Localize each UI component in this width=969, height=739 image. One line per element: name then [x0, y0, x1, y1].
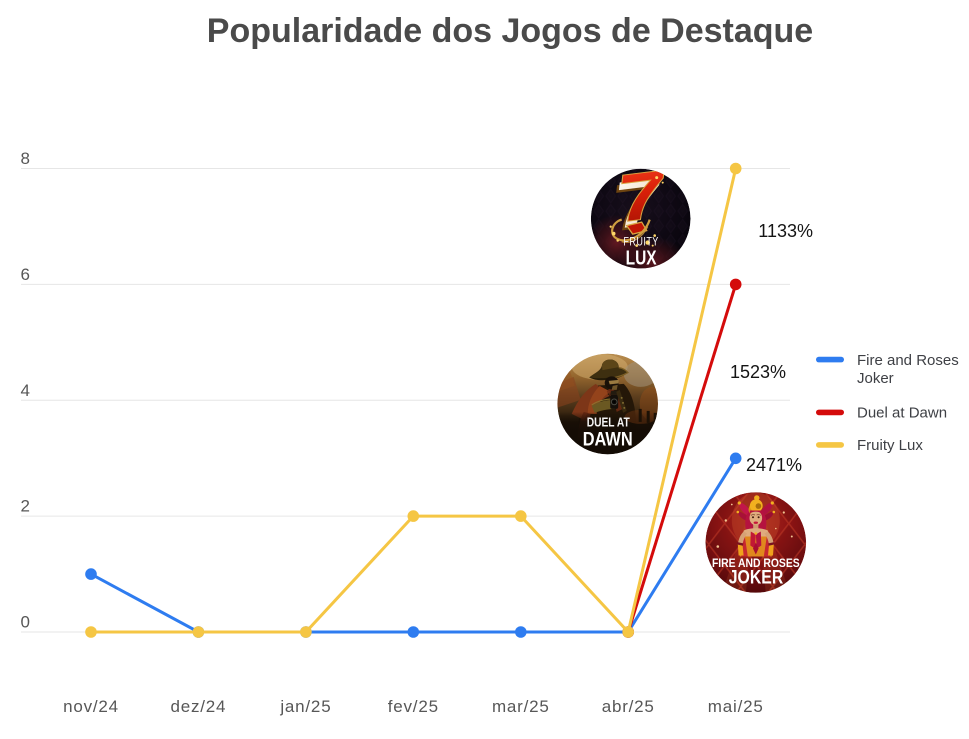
- svg-text:6: 6: [21, 265, 30, 284]
- svg-text:Fruity Lux: Fruity Lux: [857, 437, 923, 454]
- svg-text:Popularidade dos Jogos de Dest: Popularidade dos Jogos de Destaque: [207, 12, 813, 50]
- svg-text:dez/24: dez/24: [170, 697, 226, 716]
- svg-text:2471%: 2471%: [746, 455, 802, 475]
- svg-text:JOKER: JOKER: [729, 568, 784, 589]
- svg-text:8: 8: [21, 149, 30, 168]
- svg-text:DAWN: DAWN: [583, 429, 633, 451]
- svg-text:2: 2: [21, 497, 30, 516]
- svg-text:FIRE AND ROSES: FIRE AND ROSES: [712, 556, 800, 570]
- svg-text:Duel at Dawn: Duel at Dawn: [857, 405, 947, 422]
- svg-text:fev/25: fev/25: [388, 697, 439, 716]
- svg-text:LUX: LUX: [626, 248, 658, 270]
- svg-text:FRUITY: FRUITY: [623, 234, 658, 248]
- svg-text:4: 4: [21, 381, 30, 400]
- svg-text:0: 0: [21, 613, 30, 632]
- svg-text:Fire and Roses: Fire and Roses: [857, 352, 959, 369]
- svg-text:nov/24: nov/24: [63, 697, 119, 716]
- svg-text:Joker: Joker: [857, 370, 894, 387]
- svg-text:1133%: 1133%: [758, 221, 813, 241]
- svg-text:DUEL AT: DUEL AT: [587, 416, 630, 430]
- svg-text:mar/25: mar/25: [492, 697, 550, 716]
- svg-text:jan/25: jan/25: [279, 697, 331, 716]
- svg-text:mai/25: mai/25: [708, 697, 764, 716]
- svg-text:1523%: 1523%: [730, 362, 786, 382]
- svg-text:abr/25: abr/25: [602, 697, 655, 716]
